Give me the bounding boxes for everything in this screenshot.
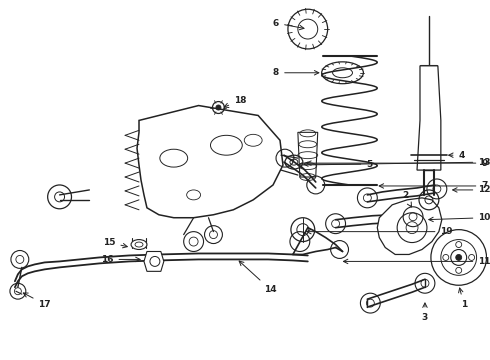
Text: 18: 18 [224,96,246,108]
Text: 3: 3 [422,303,428,321]
Text: 14: 14 [239,261,276,294]
Text: 6: 6 [273,19,304,30]
Text: 7: 7 [379,181,488,190]
Text: 9: 9 [307,159,488,168]
Polygon shape [417,66,441,170]
Text: 19: 19 [307,227,453,236]
Text: 8: 8 [273,68,319,77]
Polygon shape [137,105,283,218]
Circle shape [216,105,221,110]
Text: 2: 2 [402,192,412,207]
Text: 13: 13 [298,158,490,167]
Polygon shape [144,252,164,271]
Text: 10: 10 [429,213,490,222]
Text: 17: 17 [24,293,51,309]
Ellipse shape [131,239,147,249]
Polygon shape [377,198,442,255]
Text: 4: 4 [449,151,465,160]
Text: 5: 5 [304,159,372,168]
Text: 1: 1 [459,288,467,309]
Text: 16: 16 [101,255,140,264]
Circle shape [431,230,487,285]
Circle shape [456,255,462,260]
Text: 11: 11 [343,257,490,266]
Text: 12: 12 [453,185,490,194]
Text: 15: 15 [103,238,127,248]
